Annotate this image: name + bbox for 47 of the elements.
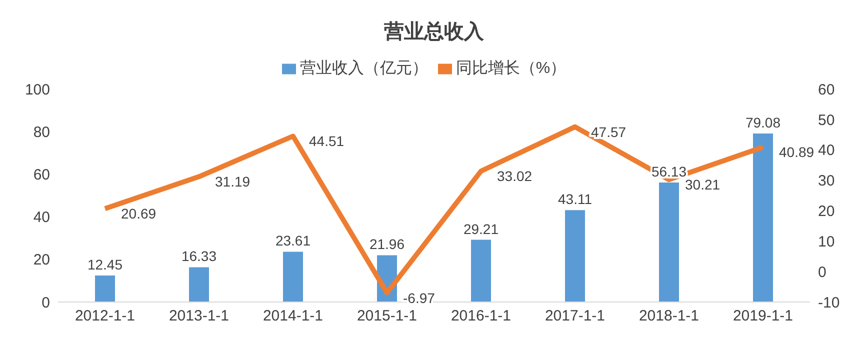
- bar: [283, 252, 303, 302]
- data-label: 12.45: [87, 256, 123, 272]
- data-label: 40.89: [779, 144, 814, 160]
- legend-label: 营业收入（亿元）: [300, 60, 428, 77]
- bar: [659, 182, 679, 302]
- y2-tick-label: -10: [818, 294, 840, 312]
- data-label: 47.57: [591, 124, 626, 140]
- x-tick-label: 2013-1-1: [168, 308, 230, 325]
- x-tick-label: 2014-1-1: [262, 308, 324, 325]
- x-tick-label: 2017-1-1: [544, 308, 606, 325]
- data-label: 44.51: [309, 133, 344, 150]
- data-label: 20.69: [121, 206, 156, 222]
- y2-tick-label: 20: [818, 203, 835, 220]
- data-label: 79.08: [745, 114, 781, 131]
- x-tick-label: 2015-1-1: [356, 308, 418, 325]
- data-label: 29.21: [463, 220, 499, 237]
- data-label: 23.61: [275, 232, 311, 249]
- bar: [189, 267, 209, 302]
- data-label: 30.21: [685, 176, 720, 193]
- y-tick-label: 40: [33, 209, 50, 226]
- x-tick-label: 2019-1-1: [732, 308, 794, 325]
- bar: [471, 240, 491, 302]
- y2-tick-label: 60: [818, 81, 835, 98]
- y-tick-label: 0: [42, 294, 50, 312]
- y2-tick-label: 10: [818, 233, 835, 250]
- data-label: 21.96: [369, 236, 405, 252]
- y-tick-label: 100: [24, 81, 50, 98]
- bar: [95, 275, 115, 302]
- y2-tick-label: 50: [818, 112, 835, 129]
- bar: [753, 134, 773, 302]
- y-tick-label: 20: [33, 252, 50, 269]
- y2-tick-label: 30: [818, 172, 835, 190]
- y2-tick-label: 0: [818, 264, 826, 281]
- y-tick-label: 60: [33, 166, 50, 184]
- data-label: 16.33: [181, 248, 217, 264]
- y2-tick-label: 40: [818, 142, 835, 160]
- data-label: -6.97: [403, 290, 436, 306]
- data-label: 33.02: [497, 168, 532, 184]
- y-tick-label: 80: [33, 124, 50, 141]
- legend-label: 同比增长（%）: [456, 60, 566, 77]
- data-label: 43.11: [558, 191, 592, 208]
- x-tick-label: 2012-1-1: [74, 308, 136, 325]
- x-tick-label: 2016-1-1: [450, 308, 512, 325]
- bar: [565, 210, 585, 302]
- chart-title: 营业总收入: [383, 20, 485, 45]
- data-label: 31.19: [215, 174, 250, 190]
- x-tick-label: 2018-1-1: [638, 308, 700, 325]
